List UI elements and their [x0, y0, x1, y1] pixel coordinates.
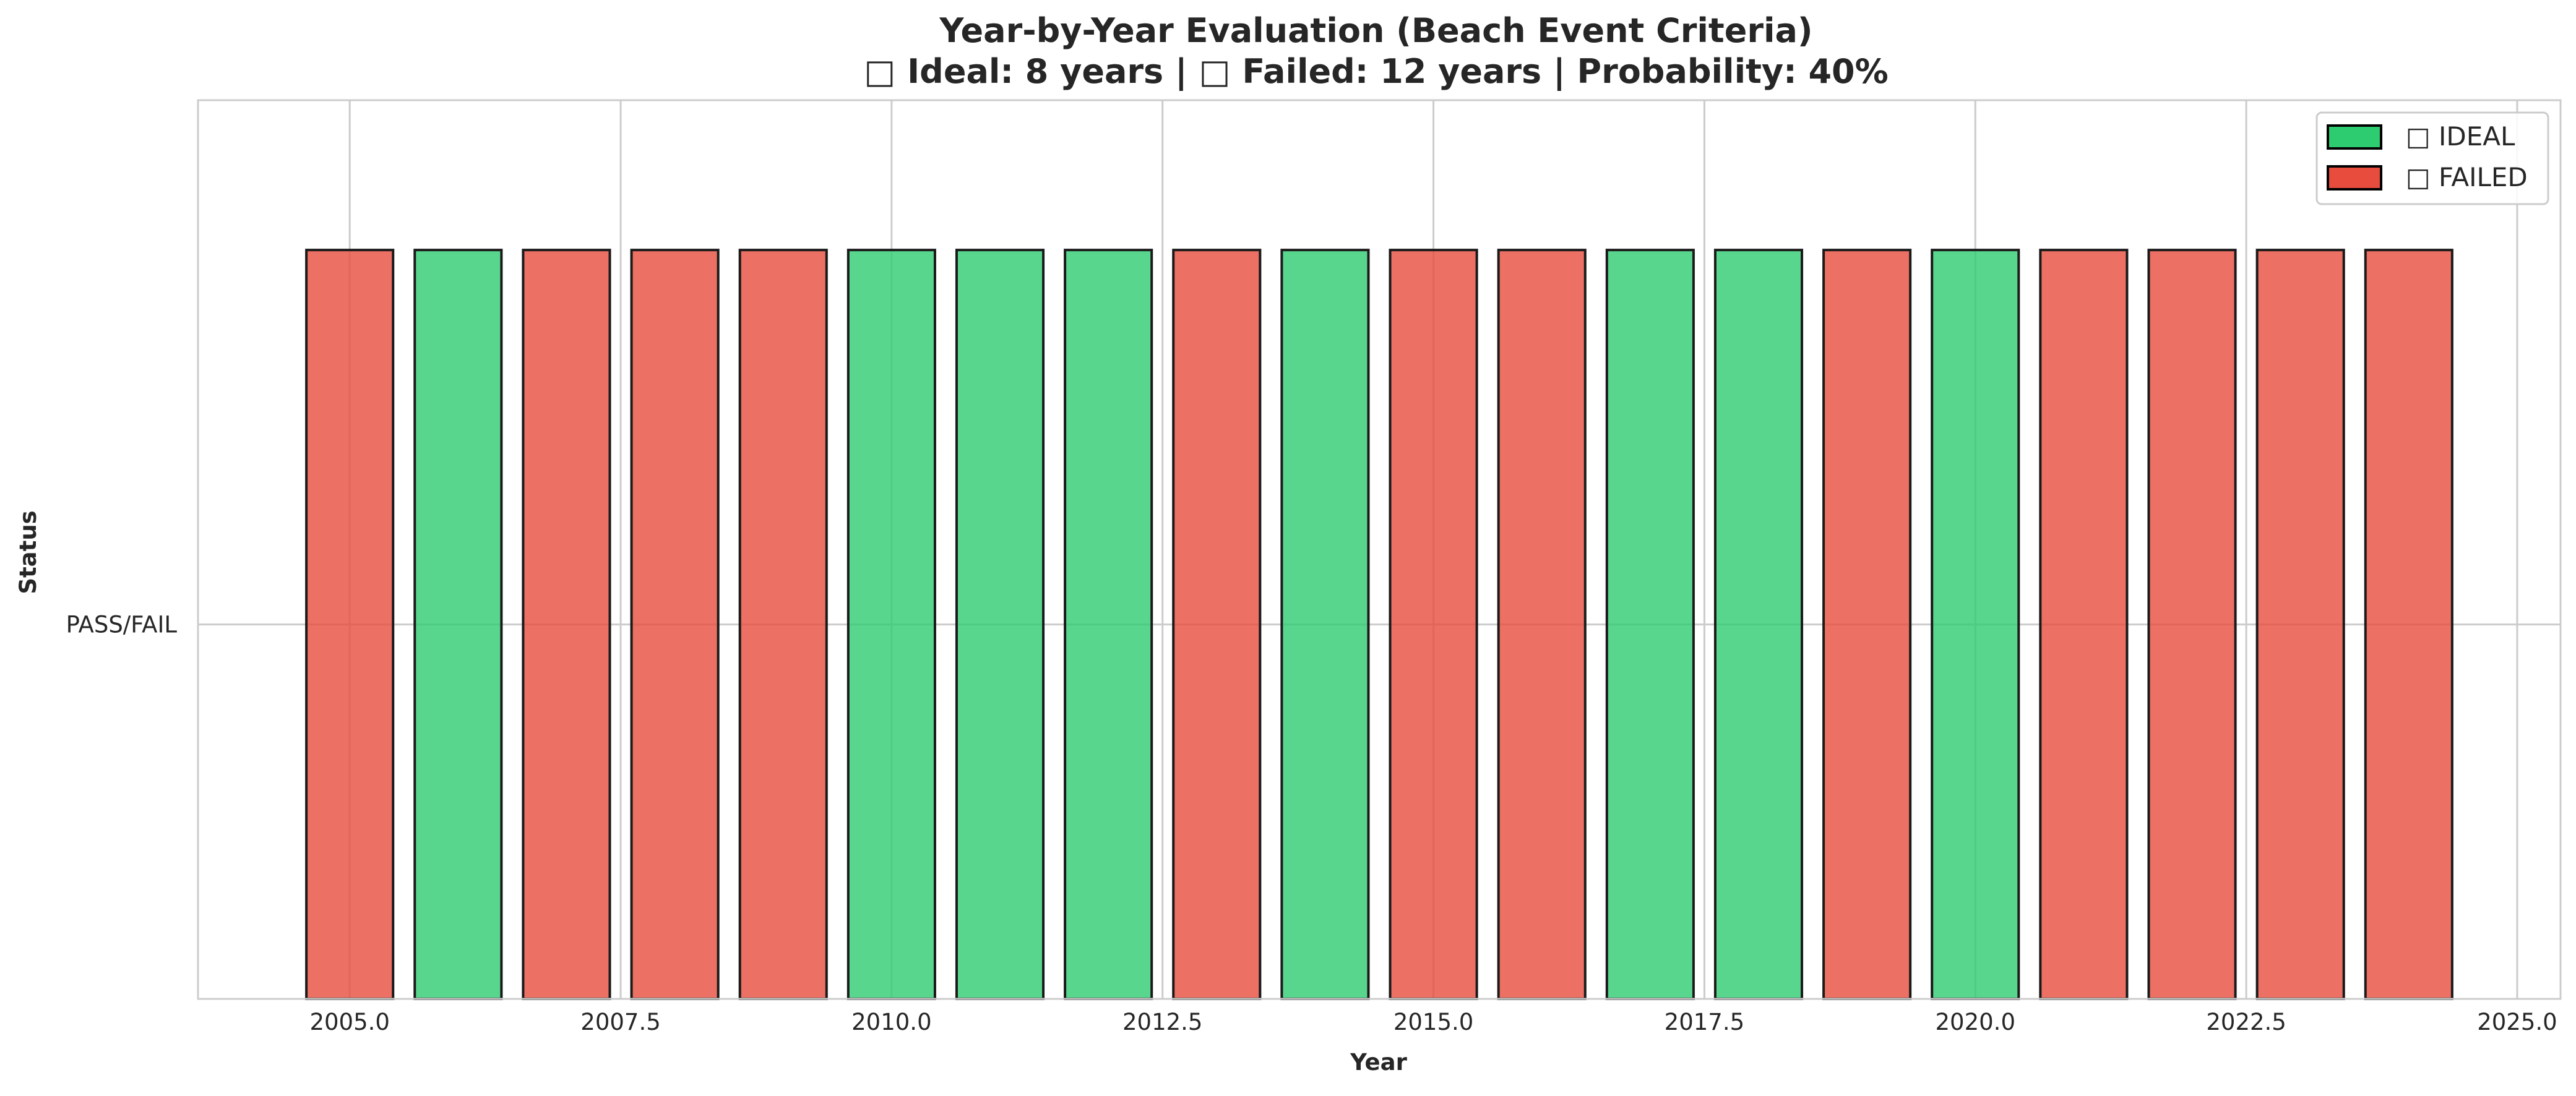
y-axis-label: Status: [15, 510, 41, 594]
y-tick-label: PASS/FAIL: [66, 612, 178, 638]
bar-ideal-2018: [1713, 249, 1804, 1001]
bar-ideal-2012: [1064, 249, 1153, 1001]
bar-failed-2013: [1172, 249, 1262, 1001]
bar-ideal-2017: [1605, 249, 1695, 1001]
bar-failed-2024: [2364, 249, 2453, 1001]
bar-failed-2007: [522, 249, 611, 1001]
bar-failed-2005: [305, 249, 395, 1001]
x-tick-label: 2005.0: [309, 1009, 389, 1035]
bar-failed-2016: [1497, 249, 1587, 1001]
x-tick-label: 2017.5: [1665, 1009, 1744, 1035]
bar-failed-2008: [630, 249, 720, 1001]
plot-area-frame: [197, 99, 2562, 1000]
y-tick-labels: PASS/FAIL: [66, 612, 178, 638]
chart-title: Year-by-Year Evaluation (Beach Event Cri…: [939, 11, 1812, 50]
legend-swatch-failed: [2327, 165, 2382, 191]
bar-failed-2015: [1389, 249, 1478, 1001]
bar-failed-2009: [738, 249, 828, 1001]
x-tick-label: 2025.0: [2477, 1009, 2557, 1035]
legend-label-failed: □ FAILED: [2406, 162, 2528, 192]
x-tick-label: 2015.0: [1394, 1009, 1473, 1035]
bar-failed-2023: [2255, 249, 2345, 1001]
bar-failed-2021: [2039, 249, 2129, 1001]
legend: □ IDEAL □ FAILED: [2315, 111, 2549, 205]
chart-subtitle: □ Ideal: 8 years | □ Failed: 12 years | …: [864, 52, 1889, 91]
bar-failed-2022: [2147, 249, 2237, 1001]
x-tick-label: 2007.5: [580, 1009, 660, 1035]
bar-ideal-2020: [1931, 249, 2020, 1001]
x-axis-label: Year: [1350, 1049, 1407, 1076]
bar-ideal-2014: [1280, 249, 1370, 1001]
x-tick-label: 2010.0: [851, 1009, 931, 1035]
legend-swatch-ideal: [2327, 124, 2382, 150]
bar-ideal-2011: [955, 249, 1045, 1001]
x-tick-label: 2012.5: [1122, 1009, 1202, 1035]
x-tick-labels: 2005.0 2007.5 2010.0 2012.5 2015.0 2017.5 2020…: [309, 1009, 2557, 1035]
bar-ideal-2006: [413, 249, 503, 1001]
x-tick-label: 2022.5: [2206, 1009, 2286, 1035]
legend-label-ideal: □ IDEAL: [2406, 121, 2515, 152]
bar-failed-2019: [1822, 249, 1912, 1001]
bar-ideal-2010: [846, 249, 936, 1001]
bars: [305, 249, 2453, 1001]
x-tick-label: 2020.0: [1936, 1009, 2015, 1035]
